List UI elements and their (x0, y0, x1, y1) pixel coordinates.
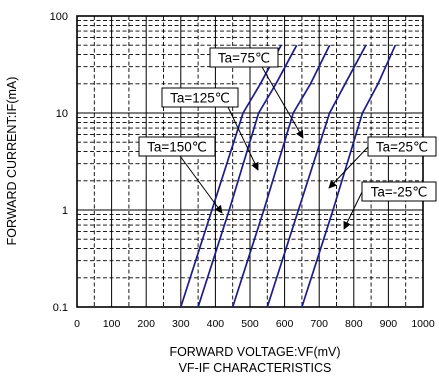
grid-layer (77, 16, 423, 307)
annotation-arrow-4 (343, 191, 363, 230)
x-tick-label: 800 (345, 318, 363, 330)
series-line-3 (266, 44, 367, 308)
x-tick-label: 1000 (411, 318, 435, 330)
annotation-box-0 (209, 47, 279, 68)
x-tick-label: 900 (380, 318, 398, 330)
x-tick-label: 300 (172, 318, 190, 330)
plot-frame (76, 15, 424, 308)
annotation-label-1: Ta=125℃ (170, 91, 230, 106)
series-line-1 (197, 44, 298, 308)
y-tick-label: 100 (50, 11, 68, 23)
annotation-arrow-3 (328, 146, 369, 189)
x-tick-label: 500 (241, 318, 259, 330)
annotation-arrow-1 (227, 106, 259, 171)
annotation-box-1 (161, 87, 239, 108)
series-line-4 (301, 44, 397, 308)
y-tick-label: 10 (56, 108, 68, 120)
annotation-label-0: Ta=75℃ (218, 51, 270, 66)
annotation-label-2: Ta=150℃ (147, 140, 207, 155)
x-axis-label: FORWARD VOLTAGE:VF(mV) (169, 345, 341, 359)
x-tick-label: 700 (310, 318, 328, 330)
annotation-layer: Ta=75℃ Ta=125℃ Ta=150℃ Ta=25℃ Ta=-25℃ (138, 47, 437, 230)
x-tick-label: 100 (103, 318, 121, 330)
chart-title: VF-IF CHARACTERISTICS (178, 361, 332, 375)
x-tick-label: 200 (137, 318, 155, 330)
tick-layer: 0 100 200 300 400 500 600 700 800 900 1000 0.1 1 10 10… (50, 11, 435, 330)
annotation-box-3 (367, 136, 437, 157)
annotation-label-3: Ta=25℃ (376, 140, 428, 155)
y-tick-label: 0.1 (53, 302, 68, 314)
annotation-box-2 (138, 136, 216, 157)
annotation-label-4: Ta=-25℃ (371, 185, 428, 200)
annotation-arrow-0 (261, 66, 304, 139)
x-tick-label: 600 (276, 318, 294, 330)
y-tick-label: 1 (62, 205, 68, 217)
series-layer (179, 44, 397, 308)
annotation-box-4 (361, 181, 437, 202)
series-line-0 (179, 44, 282, 308)
x-tick-label: 400 (207, 318, 225, 330)
annotation-arrow-2 (179, 155, 223, 214)
x-tick-label: 0 (74, 318, 80, 330)
y-axis-label: FORWARD CURRENT:IF(mA) (5, 76, 19, 246)
series-line-2 (231, 44, 331, 308)
